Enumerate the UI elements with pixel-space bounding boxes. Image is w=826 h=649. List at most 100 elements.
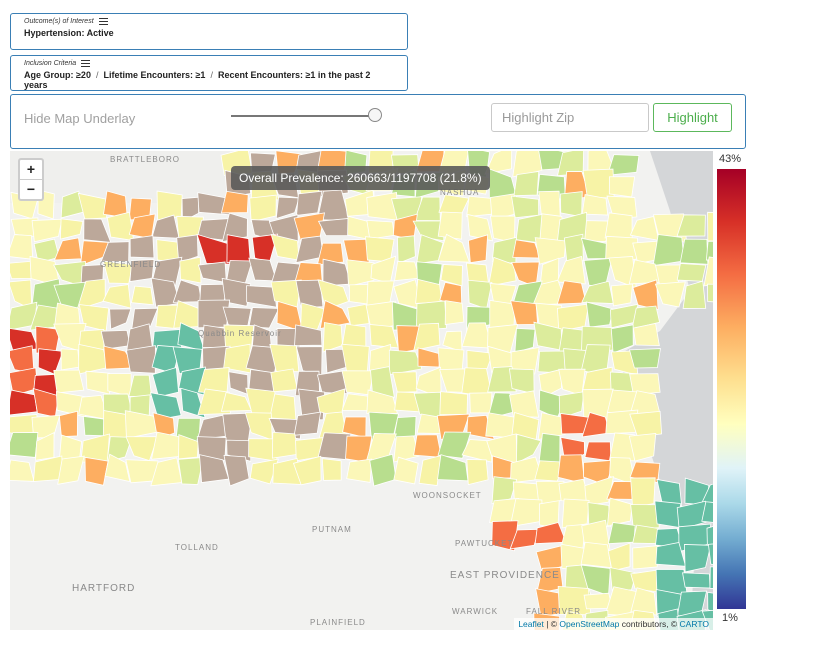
- zip-region[interactable]: [610, 283, 633, 307]
- zip-region[interactable]: [124, 410, 157, 439]
- zip-region[interactable]: [418, 454, 442, 486]
- zip-region[interactable]: [10, 432, 39, 458]
- zip-region[interactable]: [57, 455, 85, 485]
- zip-region[interactable]: [444, 300, 465, 325]
- zip-region[interactable]: [676, 263, 707, 282]
- zip-region[interactable]: [629, 410, 663, 438]
- underlay-opacity-slider[interactable]: [231, 115, 377, 117]
- zip-region[interactable]: [179, 256, 202, 284]
- slider-thumb[interactable]: [368, 108, 382, 122]
- carto-link[interactable]: CARTO: [679, 619, 709, 629]
- leaflet-link[interactable]: Leaflet: [518, 619, 544, 629]
- zip-region[interactable]: [631, 305, 661, 330]
- zip-region[interactable]: [416, 300, 447, 331]
- zip-region[interactable]: [488, 256, 517, 287]
- zip-region[interactable]: [130, 285, 154, 306]
- zip-region[interactable]: [341, 343, 370, 373]
- zip-region[interactable]: [393, 416, 417, 440]
- zip-region[interactable]: [604, 212, 633, 239]
- zip-region[interactable]: [467, 279, 493, 310]
- zip-region[interactable]: [152, 367, 180, 398]
- zip-region[interactable]: [629, 373, 661, 396]
- zip-region[interactable]: [366, 219, 395, 240]
- zip-region[interactable]: [537, 412, 566, 441]
- zip-region[interactable]: [607, 542, 631, 572]
- zip-region[interactable]: [652, 234, 685, 267]
- zip-region[interactable]: [172, 279, 202, 303]
- zip-region[interactable]: [558, 368, 586, 396]
- zip-region[interactable]: [178, 434, 199, 460]
- zip-region[interactable]: [370, 366, 395, 398]
- zip-region[interactable]: [580, 541, 612, 569]
- zip-region[interactable]: [701, 501, 713, 524]
- zip-region[interactable]: [534, 237, 567, 265]
- zip-region[interactable]: [438, 194, 470, 215]
- zip-region[interactable]: [322, 322, 343, 353]
- zip-region[interactable]: [707, 591, 713, 618]
- zip-region[interactable]: [709, 566, 713, 589]
- zip-region[interactable]: [628, 432, 657, 462]
- zip-region[interactable]: [707, 542, 713, 570]
- zip-region[interactable]: [155, 304, 181, 329]
- zip-region[interactable]: [676, 214, 706, 237]
- zip-region[interactable]: [393, 435, 420, 463]
- zip-region[interactable]: [469, 392, 493, 414]
- zip-region[interactable]: [275, 196, 300, 220]
- zip-region[interactable]: [439, 391, 468, 416]
- zip-region[interactable]: [509, 390, 540, 418]
- zip-region[interactable]: [656, 478, 683, 507]
- zip-region[interactable]: [491, 476, 518, 505]
- zip-region[interactable]: [128, 374, 152, 397]
- zip-region[interactable]: [220, 190, 249, 214]
- zip-region[interactable]: [558, 391, 585, 420]
- zip-region[interactable]: [226, 234, 251, 263]
- zoom-in-button[interactable]: +: [26, 161, 36, 177]
- zip-region[interactable]: [608, 176, 636, 198]
- zip-region[interactable]: [485, 412, 516, 439]
- zip-region[interactable]: [10, 459, 35, 482]
- zip-region[interactable]: [461, 367, 493, 398]
- zip-region[interactable]: [346, 458, 373, 483]
- zip-region[interactable]: [59, 218, 84, 240]
- zip-region[interactable]: [84, 456, 109, 486]
- zip-region[interactable]: [270, 368, 298, 393]
- zip-region[interactable]: [369, 453, 397, 487]
- zip-region[interactable]: [510, 300, 539, 326]
- zip-region[interactable]: [293, 411, 322, 436]
- zip-region[interactable]: [156, 190, 183, 221]
- zip-region[interactable]: [271, 431, 300, 459]
- zip-region[interactable]: [491, 520, 519, 552]
- zip-region[interactable]: [630, 477, 656, 508]
- zip-region[interactable]: [31, 218, 63, 243]
- zip-region[interactable]: [366, 389, 398, 415]
- zip-region[interactable]: [321, 458, 342, 481]
- zip-region[interactable]: [563, 233, 584, 263]
- zip-region[interactable]: [396, 235, 416, 264]
- zip-region[interactable]: [584, 441, 612, 462]
- zip-region[interactable]: [437, 431, 472, 459]
- zip-region[interactable]: [511, 195, 540, 219]
- zip-region[interactable]: [269, 393, 297, 421]
- map-canvas[interactable]: BRATTLEBORO NASHUA GREENFIELD Quabbin Re…: [10, 151, 713, 630]
- zip-region[interactable]: [292, 455, 322, 486]
- zip-region[interactable]: [317, 217, 352, 237]
- zip-region[interactable]: [630, 569, 661, 593]
- zip-region[interactable]: [703, 256, 713, 287]
- zip-region[interactable]: [221, 277, 252, 307]
- zip-region[interactable]: [177, 457, 205, 485]
- choropleth-map[interactable]: BRATTLEBORO NASHUA GREENFIELD Quabbin Re…: [10, 151, 713, 630]
- zip-region[interactable]: [106, 211, 135, 242]
- zip-region[interactable]: [126, 345, 156, 374]
- zip-region[interactable]: [682, 280, 707, 309]
- zip-region[interactable]: [106, 436, 133, 463]
- zip-region[interactable]: [366, 192, 398, 221]
- zip-region[interactable]: [53, 237, 82, 261]
- zip-region[interactable]: [317, 432, 352, 461]
- zip-region[interactable]: [534, 521, 567, 545]
- zip-region[interactable]: [249, 194, 277, 223]
- zip-region[interactable]: [413, 434, 442, 458]
- zip-region[interactable]: [606, 497, 633, 527]
- zip-region[interactable]: [607, 521, 636, 545]
- zip-region[interactable]: [654, 500, 682, 529]
- zip-region[interactable]: [466, 349, 494, 372]
